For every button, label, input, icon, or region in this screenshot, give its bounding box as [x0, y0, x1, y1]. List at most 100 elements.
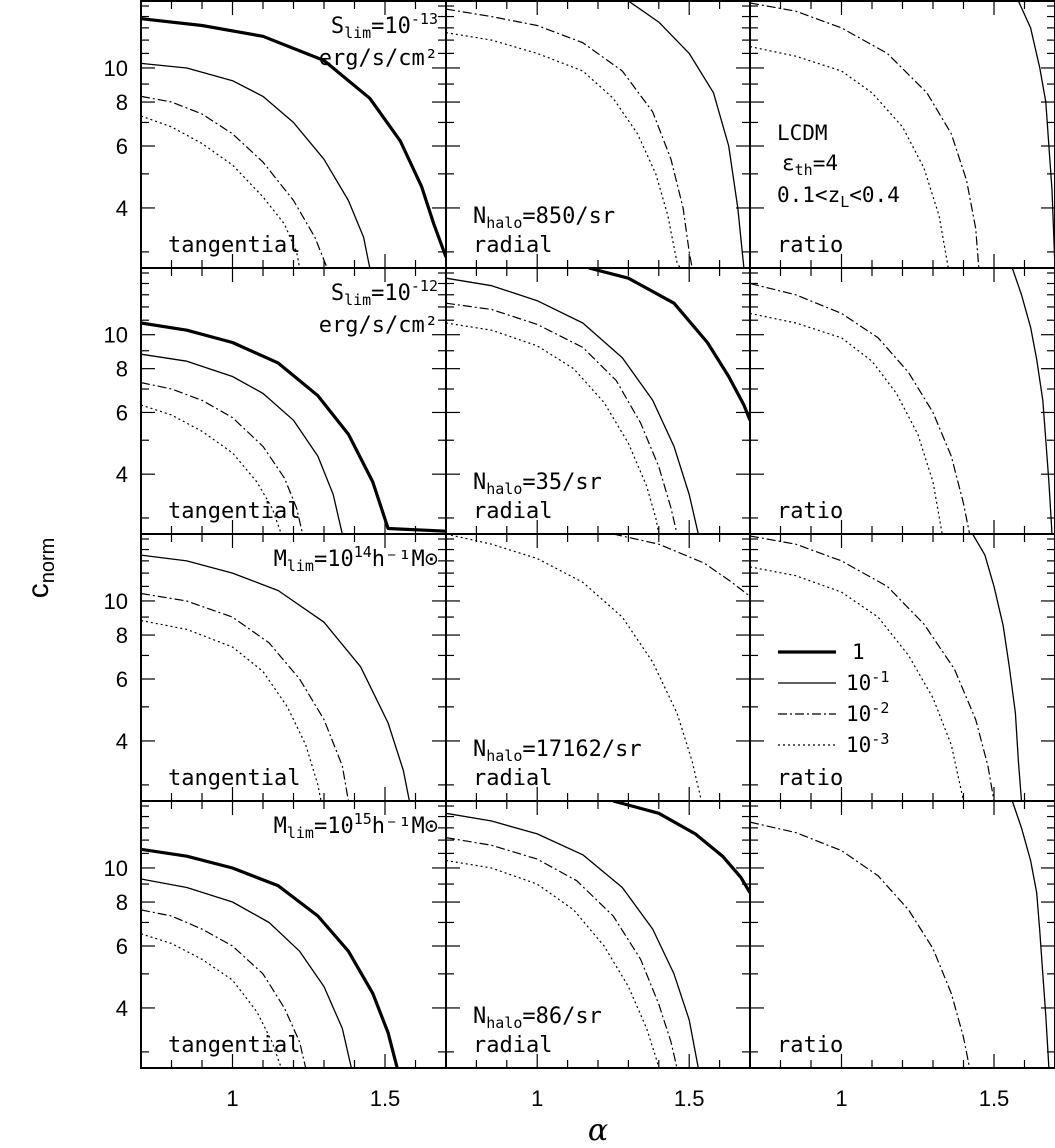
curves-layer: [141, 1, 1055, 1068]
x-tick-label: 1.5: [674, 1086, 705, 1111]
series-line-1: [141, 321, 446, 533]
panel-curves-r2-c2: [750, 534, 1023, 801]
series-line-10e-1: [141, 353, 343, 534]
y-tick-label: 6: [116, 667, 128, 692]
panel-curves-r2-c0: [141, 554, 411, 801]
series-line-1: [588, 268, 750, 421]
y-tick-label: 6: [116, 134, 128, 159]
panel-curves-r1-c0: [141, 321, 446, 534]
panel-label-tangential: tangential: [168, 233, 300, 258]
limit-label: Slim=10-12: [331, 277, 438, 309]
panel-curves-r3-c1: [446, 801, 750, 1068]
legend-label-1e-2: 10-2: [846, 699, 889, 726]
series-line-10e-1: [972, 534, 1023, 801]
series-line-10e-1: [1011, 268, 1053, 534]
nhalo-label: Nhalo=17162/sr: [473, 737, 642, 765]
panel-frame-r3-c2: [749, 800, 1055, 1069]
panel-frame-r1-c0: [140, 267, 447, 535]
series-line-10e-2: [750, 282, 971, 534]
series-line-1: [612, 801, 750, 894]
panel-label-ratio: ratio: [777, 499, 843, 524]
series-line-10e-3: [446, 859, 660, 1068]
series-line-1: [141, 847, 399, 1068]
panel-label-radial: radial: [473, 1033, 552, 1058]
legend: 1 10-1 10-2 10-3: [778, 640, 889, 757]
legend-label-1e-1: 10-1: [846, 668, 889, 695]
series-line-10e-3: [141, 619, 322, 801]
svg-text:cnorm: cnorm: [22, 538, 59, 599]
series-line-10e-1: [141, 878, 353, 1068]
x-tick-label: 1: [835, 1086, 847, 1111]
tick-labels-layer: 4 6 8 10 4 6 8 10 4 6 8 10 4 6 8 10 1 1.5 1 1.5 1 1.5: [104, 56, 1010, 1111]
y-tick-label: 10: [104, 856, 128, 881]
x-tick-label: 1.5: [979, 1086, 1010, 1111]
series-line-10e-1: [141, 554, 411, 801]
panel-label-tangential: tangential: [168, 766, 300, 791]
y-tick-label: 4: [116, 462, 128, 487]
series-line-10e-2: [141, 382, 304, 534]
series-line-10e-2: [446, 302, 678, 534]
panel-curves-r3-c0: [141, 847, 399, 1068]
threshold-label: εth=4: [782, 151, 838, 179]
series-line-10e-1: [141, 62, 371, 268]
nhalo-label: Nhalo=86/sr: [473, 1004, 602, 1032]
y-tick-label: 8: [116, 90, 128, 115]
limit-unit: erg/s/cm²: [319, 313, 438, 338]
y-axis-label: cnorm: [22, 538, 59, 599]
series-line-10e-1: [446, 812, 699, 1068]
panel-frame-r1-c2: [749, 267, 1055, 535]
panel-label-ratio: ratio: [777, 1033, 843, 1058]
panel-label-radial: radial: [473, 233, 552, 258]
limit-label: Mlim=1014h⁻¹M⊙: [274, 543, 438, 575]
series-line-10e-2: [446, 8, 693, 268]
y-tick-label: 10: [104, 323, 128, 348]
series-line-1: [141, 17, 446, 258]
y-tick-label: 10: [104, 56, 128, 81]
panel-label-tangential: tangential: [168, 1033, 300, 1058]
series-line-10e-1: [1011, 801, 1050, 1068]
panel-curves-r2-c1: [446, 534, 750, 801]
series-line-10e-2: [141, 95, 328, 268]
y-tick-label: 6: [116, 400, 128, 425]
series-line-10e-2: [750, 821, 971, 1068]
y-tick-label: 10: [104, 589, 128, 614]
series-line-10e-2: [750, 535, 995, 801]
series-line-10e-3: [750, 312, 943, 534]
legend-label-1: 1: [852, 640, 865, 664]
series-line-10e-1: [1017, 1, 1055, 268]
series-line-10e-2: [446, 837, 678, 1068]
panel-curves-r3-c2: [750, 801, 1050, 1068]
y-axis-label-main: c: [22, 583, 55, 598]
y-tick-label: 6: [116, 934, 128, 959]
ticks-layer: [141, 1, 1055, 1068]
model-info: LCDM εth=4 0.1<zL<0.4: [777, 121, 900, 211]
panel-curves-r0-c0: [141, 17, 446, 268]
series-line-10e-2: [141, 909, 307, 1068]
nhalo-label: Nhalo=35/sr: [473, 470, 602, 498]
x-tick-label: 1.5: [370, 1086, 401, 1111]
limit-label: Mlim=1015h⁻¹M⊙: [274, 810, 438, 842]
limit-unit: erg/s/cm²: [319, 46, 438, 71]
panel-label-ratio: ratio: [777, 766, 843, 791]
model-name: LCDM: [777, 121, 828, 145]
series-line-10e-3: [141, 115, 301, 268]
series-line-10e-3: [750, 46, 949, 268]
y-tick-label: 8: [116, 890, 128, 915]
y-axis-label-sub: norm: [37, 538, 59, 584]
y-tick-label: 4: [116, 996, 128, 1021]
panel-label-tangential: tangential: [168, 499, 300, 524]
x-axis-label: α: [588, 1113, 608, 1148]
panel-curves-r1-c1: [446, 268, 750, 534]
panel-label-ratio: ratio: [777, 233, 843, 258]
series-line-10e-2: [141, 592, 349, 801]
x-tick-label: 1: [531, 1086, 543, 1111]
y-tick-label: 8: [116, 623, 128, 648]
x-tick-label: 1: [226, 1086, 238, 1111]
y-tick-label: 4: [116, 729, 128, 754]
redshift-range: 0.1<zL<0.4: [777, 183, 900, 211]
y-tick-label: 4: [116, 196, 128, 221]
nhalo-label: Nhalo=850/sr: [473, 204, 615, 232]
series-line-10e-1: [446, 277, 699, 534]
series-line-10e-2: [613, 534, 750, 597]
